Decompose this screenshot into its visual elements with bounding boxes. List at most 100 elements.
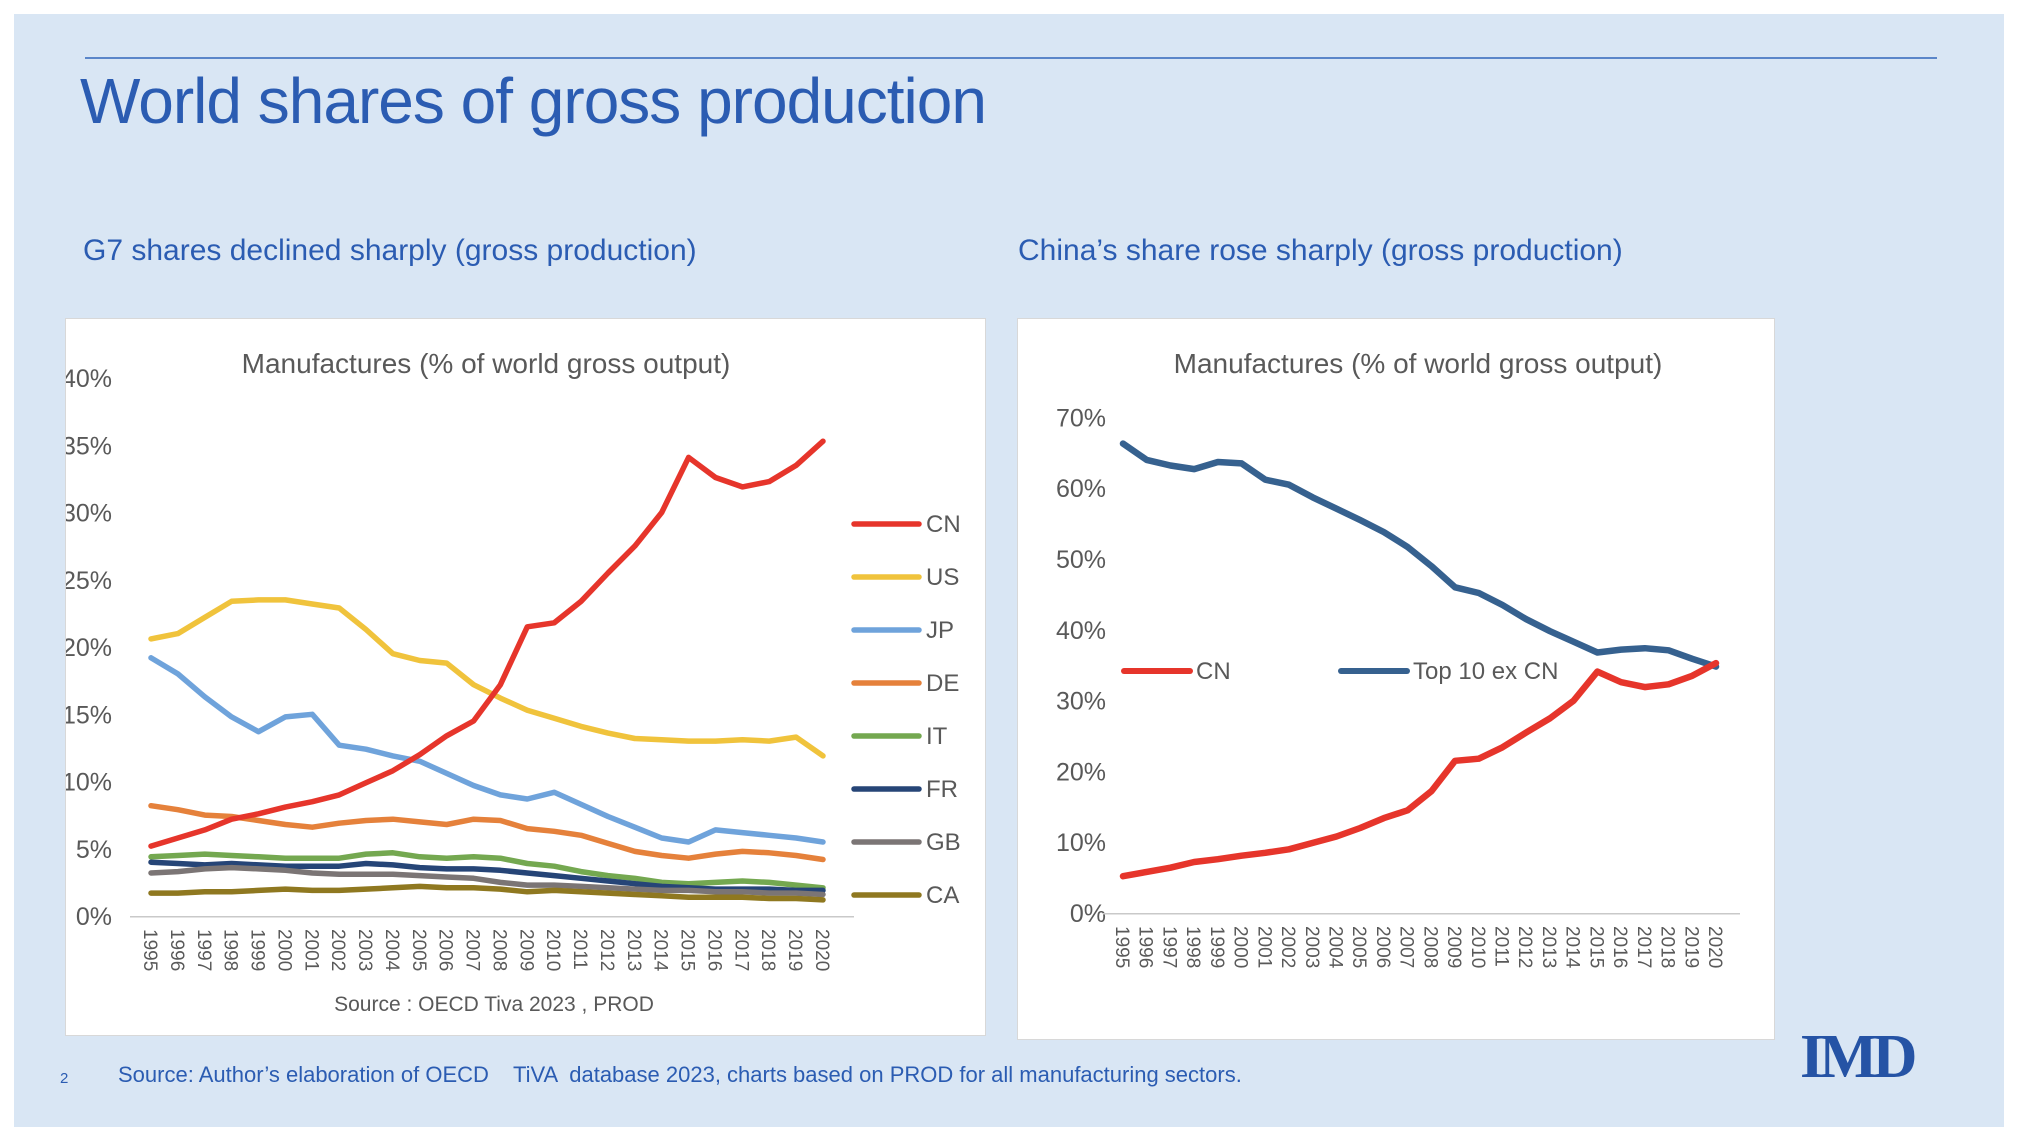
x-axis-tick-label: 2017 <box>730 929 751 971</box>
x-axis-tick-label: 1998 <box>220 929 241 971</box>
x-axis-tick-label: 2005 <box>408 929 429 971</box>
chart-title: Manufactures (% of world gross output) <box>242 348 731 379</box>
y-axis-tick-label: 15% <box>66 701 112 729</box>
x-axis-tick-label: 2018 <box>1657 926 1678 968</box>
series-line-ca <box>148 883 826 903</box>
g7-line-chart: Manufactures (% of world gross output) 0%… <box>66 348 961 1016</box>
x-axis-tick-label: 2004 <box>381 929 402 972</box>
legend-label-us: US <box>926 564 959 591</box>
y-axis-tick-label: 40% <box>1056 617 1106 645</box>
page-title: World shares of gross production <box>80 65 987 137</box>
x-axis-tick-label: 2000 <box>273 929 294 971</box>
y-axis-tick-label: 20% <box>66 634 112 662</box>
x-axis-tick-label: 1997 <box>1158 926 1179 968</box>
series-line-de <box>148 802 826 863</box>
x-axis-tick-label: 2001 <box>1253 926 1274 968</box>
x-axis-tick-label: 2006 <box>1372 926 1393 968</box>
x-axis-tick-label: 2010 <box>542 929 563 971</box>
series-line-top-10-ex-cn <box>1119 440 1720 670</box>
x-axis-tick-label: 2014 <box>1562 926 1583 969</box>
x-axis-tick-label: 2006 <box>435 929 456 971</box>
x-axis-tick-label: 1995 <box>1111 926 1132 968</box>
x-axis-tick-label: 2002 <box>1277 926 1298 968</box>
y-axis-tick-label: 60% <box>1056 475 1106 503</box>
legend-label-gb: GB <box>926 829 961 856</box>
series-line-it <box>148 850 826 891</box>
x-axis-tick-label: 2020 <box>1704 926 1725 968</box>
x-axis-tick-label: 2003 <box>354 929 375 971</box>
legend-label-de: DE <box>926 670 959 697</box>
x-axis-tick-label: 2016 <box>703 929 724 971</box>
x-axis-tick-label: 1998 <box>1182 926 1203 968</box>
x-axis-tick-label: 2019 <box>784 929 805 971</box>
x-axis-tick-label: 1996 <box>166 929 187 971</box>
x-axis-tick-label: 1997 <box>193 929 214 971</box>
legend-label-ca: CA <box>926 882 959 909</box>
series-line-cn <box>1119 659 1720 880</box>
x-axis-tick-label: 2013 <box>623 929 644 971</box>
series-line-cn <box>148 438 826 849</box>
x-axis-tick-label: 2003 <box>1301 926 1322 968</box>
y-axis-tick-label: 25% <box>66 567 112 595</box>
x-axis-tick-label: 2016 <box>1609 926 1630 968</box>
y-axis-tick-label: 5% <box>76 836 112 864</box>
y-axis-tick-label: 30% <box>66 500 112 528</box>
china-line-chart: Manufactures (% of world gross output) 0%… <box>1056 348 1740 969</box>
legend-label-it: IT <box>926 723 948 750</box>
y-axis-tick-label: 10% <box>66 769 112 797</box>
x-axis-tick-label: 2019 <box>1680 926 1701 968</box>
series-line-us <box>148 597 826 759</box>
y-axis-tick-label: 70% <box>1056 404 1106 432</box>
x-axis-tick-label: 2002 <box>327 929 348 971</box>
chart-panel-g7: Manufactures (% of world gross output) 0%… <box>65 318 986 1036</box>
x-axis-tick-label: 2015 <box>677 929 698 971</box>
chart-title: Manufactures (% of world gross output) <box>1174 348 1663 379</box>
page-number: 2 <box>60 1070 69 1087</box>
x-axis-tick-label: 2007 <box>462 929 483 971</box>
series-line-gb <box>148 864 826 898</box>
legend-label-jp: JP <box>926 617 954 644</box>
x-axis-tick-label: 2015 <box>1585 926 1606 968</box>
x-axis-tick-label: 1996 <box>1135 926 1156 968</box>
x-axis-tick-label: 2018 <box>757 929 778 971</box>
y-axis-tick-label: 50% <box>1056 546 1106 574</box>
chart-panel-china: Manufactures (% of world gross output) 0%… <box>1017 318 1775 1040</box>
x-axis-tick-label: 2014 <box>650 929 671 972</box>
chart-source-note: Source : OECD Tiva 2023 , PROD <box>334 993 654 1016</box>
x-axis-tick-label: 1995 <box>139 929 160 971</box>
x-axis-tick-label: 2007 <box>1396 926 1417 968</box>
x-axis-tick-label: 2020 <box>811 929 832 971</box>
subtitle-left: G7 shares declined sharply (gross produc… <box>83 234 697 267</box>
subtitle-right: China’s share rose sharply (gross produc… <box>1018 234 1623 267</box>
x-axis-tick-label: 2011 <box>1491 926 1512 967</box>
x-axis-tick-label: 2008 <box>488 929 509 971</box>
top-rule <box>85 57 1937 59</box>
y-axis-tick-label: 35% <box>66 432 112 460</box>
y-axis-tick-label: 20% <box>1056 758 1106 786</box>
y-axis-tick-label: 0% <box>76 903 112 931</box>
slide-background: World shares of gross production G7 shar… <box>14 14 2004 1127</box>
legend-label-cn: CN <box>926 511 961 538</box>
x-axis-tick-label: 2000 <box>1230 926 1251 968</box>
footer-source: Source: Author’s elaboration of OECD TiV… <box>118 1062 1242 1087</box>
y-axis-tick-label: 30% <box>1056 688 1106 716</box>
x-axis-tick-label: 1999 <box>247 929 268 971</box>
legend-label-top-10-ex-cn: Top 10 ex CN <box>1413 658 1558 685</box>
x-axis-tick-label: 2009 <box>515 929 536 971</box>
y-axis-tick-label: 0% <box>1070 900 1106 928</box>
x-axis-tick-label: 2001 <box>300 929 321 971</box>
x-axis-tick-label: 2012 <box>596 929 617 971</box>
x-axis-tick-label: 2004 <box>1324 926 1345 969</box>
series-line-jp <box>148 655 826 845</box>
legend-label-cn: CN <box>1196 658 1231 685</box>
x-axis-tick-label: 2010 <box>1467 926 1488 968</box>
y-axis-tick-label: 10% <box>1056 829 1106 857</box>
x-axis-tick-label: 2005 <box>1348 926 1369 968</box>
x-axis-tick-label: 2008 <box>1419 926 1440 968</box>
x-axis-tick-label: 2012 <box>1514 926 1535 968</box>
y-axis-tick-label: 40% <box>66 365 112 393</box>
x-axis-tick-label: 1999 <box>1206 926 1227 968</box>
legend-label-fr: FR <box>926 776 958 803</box>
x-axis-tick-label: 2009 <box>1443 926 1464 968</box>
